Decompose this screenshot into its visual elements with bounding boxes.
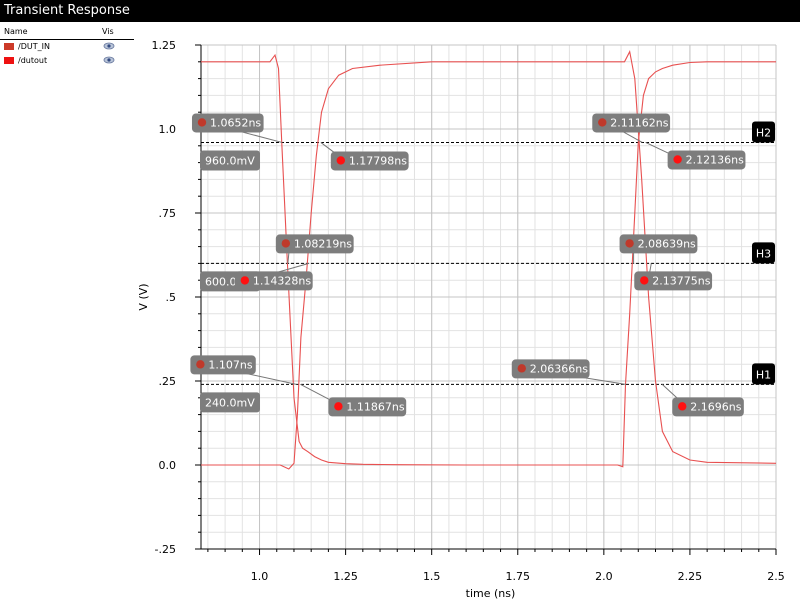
marker-label: 2.08639ns xyxy=(638,237,696,250)
marker-label-box[interactable] xyxy=(634,271,713,291)
marker-label: 2.06366ns xyxy=(530,362,588,375)
window-title: Transient Response xyxy=(4,3,130,18)
marker-dot[interactable] xyxy=(336,156,346,165)
hline-value-label: 240.0mV xyxy=(205,396,255,409)
y-tick-label: -.25 xyxy=(155,543,176,556)
marker-dot[interactable] xyxy=(334,402,343,411)
marker-dot[interactable] xyxy=(625,239,634,248)
hline-value-box xyxy=(200,150,260,171)
marker-label: 2.13775ns xyxy=(652,274,710,287)
x-tick-label: 1.5 xyxy=(423,570,441,583)
marker-label-box[interactable] xyxy=(619,234,698,254)
y-tick-label: .5 xyxy=(166,291,177,304)
marker-dot[interactable] xyxy=(240,276,250,285)
marker-dot[interactable] xyxy=(598,118,607,127)
hline-tag-label: H2 xyxy=(756,126,771,139)
hline-value-box xyxy=(200,392,260,413)
hline-value-label: 960.0mV xyxy=(205,154,255,167)
marker-label-box[interactable] xyxy=(190,355,256,375)
marker-label-box[interactable] xyxy=(667,150,746,170)
marker-label-box[interactable] xyxy=(328,397,407,417)
marker-label: 2.1696ns xyxy=(690,400,741,413)
series-line[interactable] xyxy=(201,50,777,470)
x-tick-label: 1.0 xyxy=(251,570,269,583)
marker-dot[interactable] xyxy=(673,155,682,164)
hline-tag xyxy=(752,121,775,143)
marker-label-box[interactable] xyxy=(672,397,744,417)
y-tick-label: 1.25 xyxy=(152,39,177,52)
y-tick-label: 0.0 xyxy=(159,459,177,472)
eye-icon[interactable] xyxy=(103,56,115,64)
x-tick-label: 2.0 xyxy=(595,570,613,583)
marker-label: 1.14328ns xyxy=(253,274,311,287)
legend-header: Name Vis xyxy=(0,26,134,40)
legend-panel: Name Vis /DUT_IN /dutout xyxy=(0,26,134,68)
x-tick-label: 1.25 xyxy=(333,570,358,583)
marker-dot[interactable] xyxy=(517,364,526,373)
marker-dot[interactable] xyxy=(281,239,291,248)
marker-label: 1.08219ns xyxy=(294,237,352,250)
marker-label-box[interactable] xyxy=(234,271,313,291)
marker-label-box[interactable] xyxy=(511,359,590,379)
hline-tag-label: H3 xyxy=(756,247,771,260)
series-line[interactable] xyxy=(201,53,776,468)
marker-label: 1.11867ns xyxy=(346,400,404,413)
legend-col-name: Name xyxy=(4,27,28,36)
hline-tag-label: H1 xyxy=(756,368,771,381)
legend-col-vis: Vis xyxy=(102,27,114,36)
marker-label-box[interactable] xyxy=(592,113,671,133)
legend-swatch xyxy=(4,57,14,64)
legend-item-label: /DUT_IN xyxy=(18,42,50,51)
marker-label: 1.107ns xyxy=(208,358,252,371)
marker-label-box[interactable] xyxy=(191,113,264,133)
marker-dot[interactable] xyxy=(640,276,649,285)
x-axis-label: time (ns) xyxy=(466,587,516,600)
marker-label-box[interactable] xyxy=(275,234,354,254)
window-titlebar: Transient Response xyxy=(0,0,800,22)
y-axis-label: V (V) xyxy=(137,283,150,310)
marker-dot[interactable] xyxy=(197,118,207,127)
y-tick-label: .25 xyxy=(159,375,177,388)
marker-dot[interactable] xyxy=(678,402,687,411)
x-tick-label: 1.75 xyxy=(506,570,531,583)
hline-tag xyxy=(752,242,775,264)
x-tick-label: 2.25 xyxy=(678,570,703,583)
marker-dot[interactable] xyxy=(196,360,205,369)
marker-label: 1.17798ns xyxy=(349,154,407,167)
eye-icon[interactable] xyxy=(103,42,115,50)
x-tick-label: 2.5 xyxy=(767,570,785,583)
marker-label: 1.0652ns xyxy=(210,116,261,129)
legend-item-dutout[interactable]: /dutout xyxy=(0,54,134,68)
marker-label: 2.12136ns xyxy=(686,153,744,166)
y-tick-label: 1.0 xyxy=(159,123,177,136)
marker-label-box[interactable] xyxy=(330,151,409,171)
marker-label: 2.11162ns xyxy=(610,116,668,129)
legend-item-dut-in[interactable]: /DUT_IN xyxy=(0,40,134,54)
y-tick-label: .75 xyxy=(159,207,177,220)
hline-tag xyxy=(752,363,775,385)
legend-item-label: /dutout xyxy=(18,56,48,65)
legend-swatch xyxy=(4,43,14,50)
